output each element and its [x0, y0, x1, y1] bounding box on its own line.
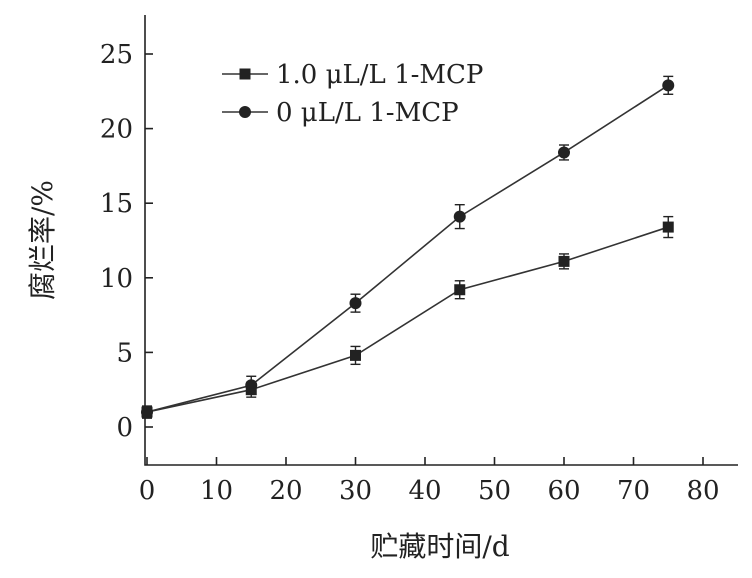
y-axis-ticks: 0 5 10 15 20 25 [100, 40, 153, 443]
x-tick-label: 60 [547, 476, 580, 506]
legend-item-1: 1.0 μL/L 1-MCP [222, 60, 483, 90]
x-axis-ticks: 0 10 20 30 40 50 60 70 80 [139, 457, 720, 506]
x-tick-label: 40 [408, 476, 441, 506]
series-layer [141, 75, 675, 419]
x-tick-label: 0 [139, 476, 156, 506]
y-axis-title: 腐烂率/% [26, 180, 59, 300]
x-tick-label: 50 [478, 476, 511, 506]
data-point-circle [558, 146, 570, 159]
legend: 1.0 μL/L 1-MCP 0 μL/L 1-MCP [222, 60, 483, 128]
y-tick-label: 15 [100, 189, 133, 219]
x-tick-label: 30 [339, 476, 372, 506]
data-point-circle [141, 406, 153, 419]
x-tick-label: 80 [686, 476, 719, 506]
x-tick-label: 10 [200, 476, 233, 506]
data-point-square [662, 221, 674, 233]
data-point-circle [245, 379, 258, 392]
axis-frame [144, 15, 738, 466]
data-point-square [558, 255, 570, 267]
x-tick-label: 70 [617, 476, 650, 506]
series-line [146, 84, 669, 413]
y-tick-label: 25 [100, 40, 133, 70]
legend-label: 0 μL/L 1-MCP [276, 98, 459, 128]
series-line [146, 226, 669, 413]
series-2 [141, 75, 675, 419]
y-tick-label: 20 [100, 115, 133, 145]
data-point-circle [453, 210, 466, 223]
data-point-square [454, 284, 466, 296]
y-tick-label: 10 [100, 264, 133, 294]
y-tick-label: 5 [116, 338, 133, 368]
data-point-circle [662, 79, 675, 92]
y-tick-label: 0 [116, 413, 133, 443]
axes [144, 15, 738, 466]
legend-item-2: 0 μL/L 1-MCP [222, 98, 459, 128]
x-tick-label: 20 [269, 476, 302, 506]
data-point-circle [349, 297, 362, 310]
legend-marker-square [239, 68, 251, 80]
data-point-square [350, 349, 361, 361]
x-axis-title: 贮藏时间/d [370, 530, 509, 563]
series-1 [141, 215, 674, 419]
legend-marker-circle [239, 106, 251, 118]
legend-label: 1.0 μL/L 1-MCP [276, 60, 483, 90]
